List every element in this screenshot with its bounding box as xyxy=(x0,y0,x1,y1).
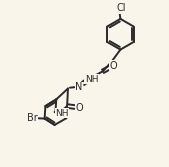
Text: Cl: Cl xyxy=(117,3,126,13)
Text: NH: NH xyxy=(85,75,98,84)
Text: O: O xyxy=(76,103,83,113)
Text: NH: NH xyxy=(55,109,69,118)
Text: O: O xyxy=(110,61,117,71)
Text: Br: Br xyxy=(27,113,38,123)
Text: N: N xyxy=(76,82,83,92)
